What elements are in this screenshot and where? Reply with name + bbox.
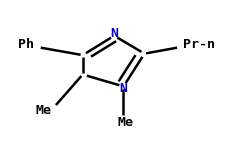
Text: Pr-n: Pr-n <box>183 38 215 52</box>
Text: N: N <box>120 82 127 95</box>
Text: Ph: Ph <box>18 38 34 51</box>
Text: Me: Me <box>35 104 51 117</box>
Text: Me: Me <box>118 116 134 129</box>
Text: N: N <box>110 27 118 40</box>
